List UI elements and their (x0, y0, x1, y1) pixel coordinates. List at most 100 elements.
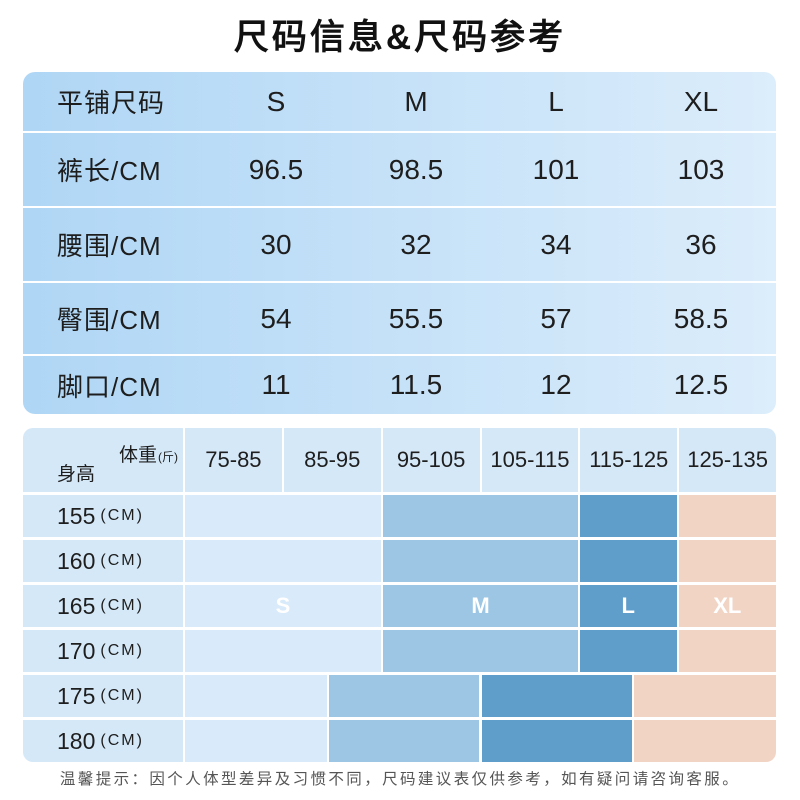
size-range-l (580, 540, 677, 582)
height-label: 180 (CM) (23, 720, 183, 762)
size-label: M (471, 593, 490, 618)
weight-range-header: 105-115 (481, 428, 579, 492)
size-range-l (481, 720, 633, 762)
height-value: 170 (57, 637, 96, 664)
size-label: S (275, 593, 291, 618)
size-range-m: M (383, 585, 578, 627)
size-heading-xl: XL (683, 85, 719, 117)
size-range-m (383, 630, 578, 672)
size-range-l: L (580, 585, 677, 627)
height-label: 170 (CM) (23, 630, 183, 672)
height-unit: (CM) (100, 597, 144, 614)
pants-length-row: 裤长/CM 96.5 98.5 101 103 (23, 133, 776, 206)
height-value: 175 (57, 682, 96, 709)
size-heading-s: S (266, 85, 286, 117)
leg-opening-row: 脚口/CM 11 11.5 12 12.5 (23, 356, 776, 414)
size-range-m (328, 720, 480, 762)
value-size-xl: 58.5 (673, 302, 729, 334)
page-title: 尺码信息&尺码参考 (233, 18, 567, 57)
height-value: 165 (57, 592, 96, 619)
value-size-l: 101 (532, 153, 580, 185)
size-recommendation-table: 体重(斤) 身高 75-85 85-95 95-105 105-115 115-… (23, 428, 776, 762)
header-label: 平铺尺码 (57, 88, 166, 118)
footer-note: 温馨提示：因个人体型差异及习惯不同，尺码建议表仅供参考，如有疑问请咨询客服。 (59, 771, 741, 788)
size-heading-l: L (548, 85, 564, 117)
value-size-xl: 36 (685, 228, 717, 260)
weight-range-header: 95-105 (382, 428, 480, 492)
value-size-l: 57 (540, 302, 572, 334)
size-range-s (185, 495, 381, 537)
size-range-xl: XL (678, 585, 776, 627)
value-size-s: 54 (260, 302, 292, 334)
value-size-xl: 103 (677, 153, 725, 185)
size-range-s (185, 630, 381, 672)
weight-range-header: 85-95 (283, 428, 381, 492)
height-unit: (CM) (100, 732, 144, 749)
weight-header-row: 体重(斤) 身高 75-85 85-95 95-105 105-115 115-… (23, 428, 776, 492)
size-range-track (185, 540, 776, 582)
waist-row: 腰围/CM 30 32 34 36 (23, 208, 776, 281)
size-range-l (580, 495, 677, 537)
value-size-s: 30 (260, 228, 292, 260)
size-range-s (185, 540, 381, 582)
row-label: 臀围/CM (57, 305, 162, 335)
size-range-xl (678, 630, 776, 672)
size-heading-m: M (404, 85, 428, 117)
value-size-m: 32 (400, 228, 432, 260)
height-label: 165 (CM) (23, 585, 183, 627)
size-range-l (481, 675, 633, 717)
height-row-155: 155 (CM) (23, 495, 776, 537)
value-size-l: 12 (540, 369, 572, 400)
value-size-m: 11.5 (389, 369, 443, 400)
height-value: 180 (57, 727, 96, 754)
row-label: 脚口/CM (57, 371, 162, 402)
height-label: 155 (CM) (23, 495, 183, 537)
hip-row: 臀围/CM 54 55.5 57 58.5 (23, 283, 776, 354)
row-label: 裤长/CM (57, 156, 162, 186)
height-label: 160 (CM) (23, 540, 183, 582)
height-unit: (CM) (100, 687, 144, 704)
height-value: 160 (57, 547, 96, 574)
size-range-track (185, 720, 776, 762)
size-label: XL (713, 593, 742, 618)
size-range-track (185, 630, 776, 672)
weight-range-header: 115-125 (580, 428, 678, 492)
size-range-s: S (185, 585, 381, 627)
height-row-180: 180 (CM) (23, 720, 776, 762)
size-range-s (185, 675, 327, 717)
weight-axis-label: 体重(斤) (119, 440, 178, 467)
value-size-l: 34 (540, 228, 572, 260)
height-label: 175 (CM) (23, 675, 183, 717)
value-size-s: 11 (261, 369, 291, 400)
size-range-s (185, 720, 327, 762)
size-range-m (328, 675, 480, 717)
height-row-165: 165 (CM) S M L XL (23, 585, 776, 627)
size-measurement-table: 平铺尺码 S M L XL 裤长/CM 96.5 98.5 101 103 腰围… (23, 72, 776, 414)
size-range-l (580, 630, 677, 672)
weight-range-header: 75-85 (185, 428, 282, 492)
weight-unit: (斤) (158, 450, 178, 464)
size-range-m (383, 495, 578, 537)
height-value: 155 (57, 502, 96, 529)
corner-header-cell: 体重(斤) 身高 (23, 428, 183, 492)
size-label: L (621, 593, 635, 618)
height-unit: (CM) (100, 642, 144, 659)
weight-range-header: 125-135 (679, 428, 776, 492)
value-size-xl: 12.5 (673, 369, 729, 400)
size-range-m (383, 540, 578, 582)
size-range-xl (634, 720, 776, 762)
weight-label-text: 体重 (118, 445, 157, 466)
height-row-175: 175 (CM) (23, 675, 776, 717)
size-range-track (185, 495, 776, 537)
size-range-xl (678, 540, 776, 582)
row-label: 腰围/CM (57, 231, 162, 261)
height-row-170: 170 (CM) (23, 630, 776, 672)
height-unit: (CM) (100, 552, 144, 569)
size-range-xl (678, 495, 776, 537)
size-range-track (185, 675, 776, 717)
value-size-m: 55.5 (388, 302, 444, 334)
value-size-s: 96.5 (248, 153, 304, 185)
size-range-track: S M L XL (185, 585, 776, 627)
height-row-160: 160 (CM) (23, 540, 776, 582)
height-unit: (CM) (100, 507, 144, 524)
